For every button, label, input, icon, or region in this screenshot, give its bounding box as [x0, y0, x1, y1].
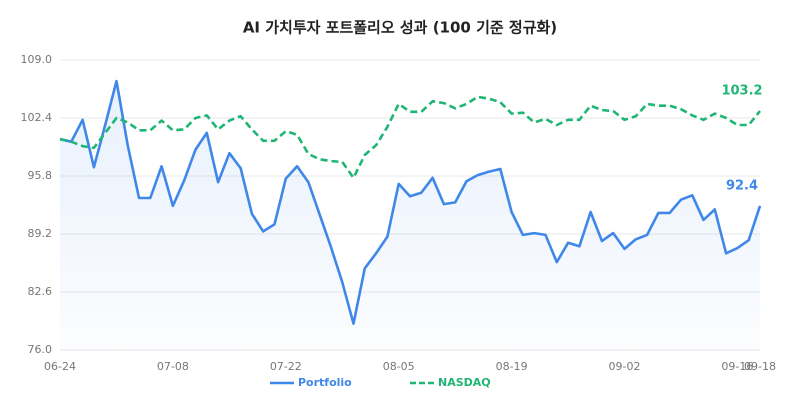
x-tick-label: 08-19: [496, 360, 528, 373]
y-tick-label: 82.6: [28, 285, 53, 298]
y-tick-label: 89.2: [28, 227, 53, 240]
line: [59, 95, 762, 180]
area: [60, 81, 760, 350]
x-tick-label: 09-02: [609, 360, 641, 373]
y-tick-label: 102.4: [21, 111, 53, 124]
y-tick-label: 76.0: [28, 343, 53, 356]
x-tick-label: 09-18: [744, 360, 776, 373]
y-tick-label: 95.8: [28, 169, 53, 182]
y-tick-label: 109.0: [21, 53, 53, 66]
end-label: 103.2: [721, 83, 762, 98]
x-tick-label: 08-05: [383, 360, 415, 373]
x-tick-label: 07-22: [270, 360, 302, 373]
line: [59, 79, 762, 325]
x-tick-label: 07-08: [157, 360, 189, 373]
legend-label: Portfolio: [298, 376, 352, 389]
x-tick-label: 09-16: [721, 360, 753, 373]
chart-title: AI 가치투자 포트폴리오 성과 (100 기준 정규화): [243, 19, 557, 37]
x-tick-label: 06-24: [44, 360, 76, 373]
end-label: 92.4: [726, 178, 758, 193]
legend-label: NASDAQ: [438, 376, 491, 389]
